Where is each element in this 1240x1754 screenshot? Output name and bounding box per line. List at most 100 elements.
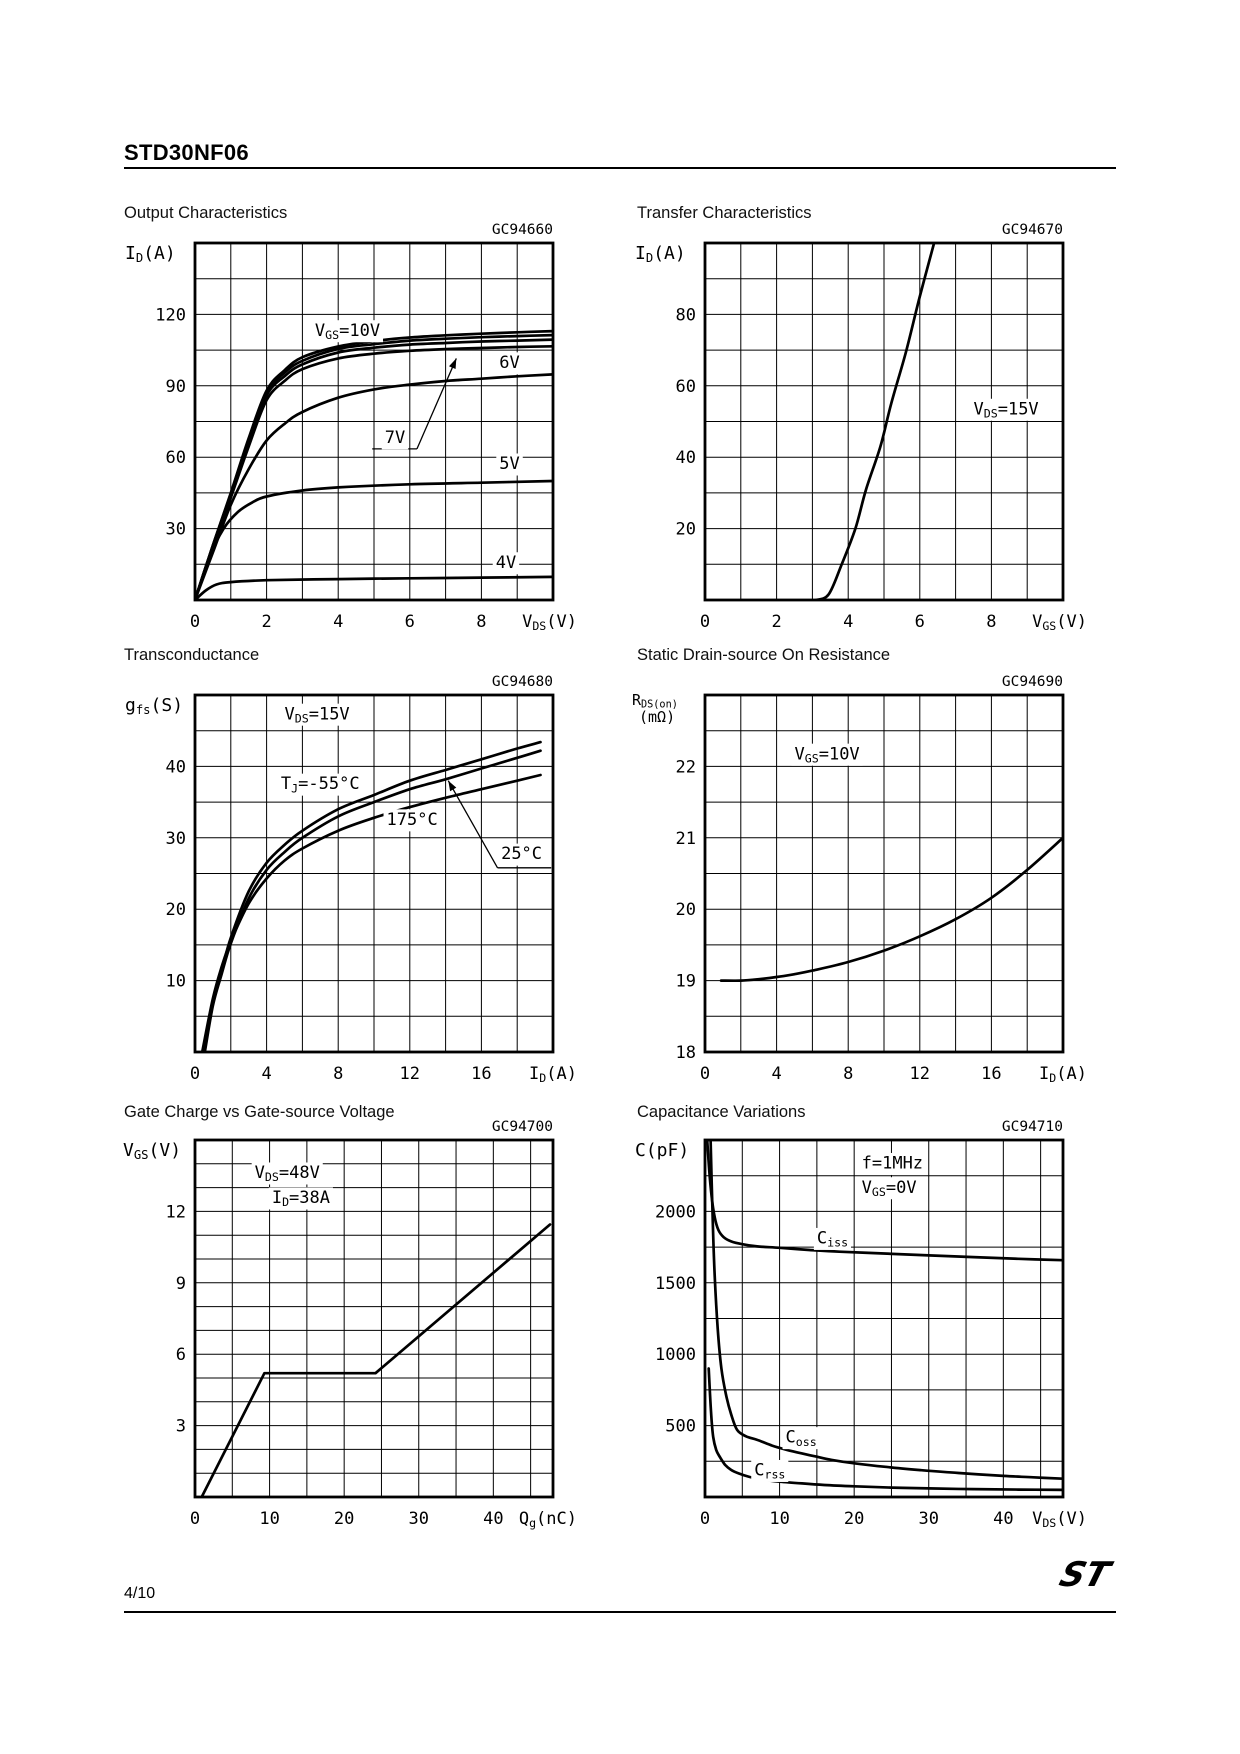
svg-text:12: 12 [910, 1064, 930, 1084]
svg-text:C(pF): C(pF) [635, 1140, 689, 1161]
svg-text:ID=38A: ID=38A [272, 1188, 330, 1209]
svg-text:1500: 1500 [655, 1274, 696, 1294]
svg-text:GC94690: GC94690 [1002, 674, 1063, 690]
svg-text:30: 30 [166, 829, 186, 849]
svg-text:GC94660: GC94660 [492, 222, 553, 238]
header-divider [124, 167, 1116, 169]
svg-text:VDS=15V: VDS=15V [285, 704, 350, 725]
svg-text:20: 20 [334, 1509, 354, 1529]
svg-text:f=1MHz: f=1MHz [862, 1154, 923, 1174]
svg-text:1000: 1000 [655, 1345, 696, 1365]
svg-text:VGS(V): VGS(V) [123, 1140, 181, 1162]
st-logo-icon: ST [1055, 1556, 1116, 1595]
svg-text:2: 2 [261, 612, 271, 632]
svg-text:ID(A): ID(A) [529, 1064, 577, 1085]
svg-text:Coss: Coss [786, 1428, 817, 1449]
chart-gate-charge: VDS=48V ID=38A 3 6 9 12 0 10 20 30 40 Qg(nC) GC94700… [117, 1100, 579, 1534]
page-number: 4/10 [124, 1585, 156, 1602]
svg-text:90: 90 [166, 377, 186, 397]
svg-text:GC94680: GC94680 [492, 674, 553, 690]
chart-title-transfer-characteristics: Transfer Characteristics [637, 204, 812, 222]
svg-text:40: 40 [166, 757, 186, 777]
svg-text:4: 4 [843, 612, 853, 632]
svg-text:5V: 5V [499, 454, 519, 474]
svg-text:60: 60 [676, 377, 696, 397]
svg-text:8: 8 [333, 1064, 343, 1084]
svg-text:18: 18 [676, 1043, 696, 1063]
svg-text:GC94700: GC94700 [492, 1119, 553, 1135]
svg-text:16: 16 [471, 1064, 491, 1084]
chart-title-capacitance: Capacitance Variations [637, 1103, 806, 1121]
chart-transconductance: VDS=15V TJ=-55°C 175°C 25°C 10 20 30 40 0 4 8 12 16 I… [117, 655, 579, 1089]
svg-text:80: 80 [676, 305, 696, 325]
svg-text:40: 40 [993, 1509, 1013, 1529]
svg-text:10: 10 [259, 1509, 279, 1529]
svg-text:12: 12 [166, 1202, 186, 1222]
svg-text:10: 10 [769, 1509, 789, 1529]
chart-title-on-resistance: Static Drain-source On Resistance [637, 646, 891, 664]
svg-text:VGS=10V: VGS=10V [795, 744, 860, 765]
svg-text:GC94710: GC94710 [1002, 1119, 1063, 1135]
svg-text:21: 21 [676, 829, 696, 849]
svg-text:4: 4 [771, 1064, 781, 1084]
svg-text:VGS(V): VGS(V) [1032, 612, 1087, 633]
svg-text:9: 9 [176, 1274, 186, 1294]
svg-text:TJ=-55°C: TJ=-55°C [281, 774, 360, 795]
svg-text:ID(A): ID(A) [635, 243, 686, 265]
svg-text:60: 60 [166, 448, 186, 468]
chart-on-resistance: VGS=10V 18 19 20 21 22 0 4 8 12 16 ID(A) GC94690 RDS(… [627, 655, 1089, 1089]
svg-text:6V: 6V [499, 353, 519, 373]
svg-text:RDS(on): RDS(on) [632, 691, 678, 711]
svg-text:20: 20 [844, 1509, 864, 1529]
footer-divider [124, 1611, 1116, 1613]
svg-text:VDS=15V: VDS=15V [974, 399, 1039, 420]
svg-text:175°C: 175°C [387, 810, 438, 830]
svg-text:120: 120 [155, 305, 186, 325]
chart-transfer-characteristics: VDS=15V 20 40 60 80 0 2 4 6 8 VGS(V) GC94670 ID(A) [627, 203, 1089, 637]
svg-text:VGS=0V: VGS=0V [862, 1178, 917, 1199]
svg-text:8: 8 [843, 1064, 853, 1084]
svg-text:22: 22 [676, 757, 696, 777]
svg-text:3: 3 [176, 1417, 186, 1437]
svg-text:30: 30 [166, 520, 186, 540]
svg-text:Ciss: Ciss [817, 1229, 848, 1250]
svg-text:0: 0 [190, 612, 200, 632]
chart-title-transconductance: Transconductance [124, 646, 260, 664]
svg-text:4: 4 [261, 1064, 271, 1084]
svg-text:VDS=48V: VDS=48V [255, 1163, 320, 1184]
svg-text:12: 12 [400, 1064, 420, 1084]
svg-text:40: 40 [483, 1509, 503, 1529]
svg-text:gfs(S): gfs(S) [125, 695, 183, 717]
svg-text:Crss: Crss [754, 1461, 785, 1482]
svg-text:Qg(nC): Qg(nC) [519, 1509, 577, 1530]
svg-text:VDS(V): VDS(V) [1032, 1509, 1087, 1530]
svg-text:4: 4 [333, 612, 343, 632]
svg-text:ID(A): ID(A) [125, 243, 176, 265]
chart-title-output-characteristics: Output Characteristics [124, 204, 288, 222]
svg-text:0: 0 [700, 1064, 710, 1084]
svg-text:7V: 7V [385, 428, 405, 448]
svg-text:6: 6 [176, 1345, 186, 1365]
svg-text:0: 0 [700, 612, 710, 632]
svg-text:(mΩ): (mΩ) [639, 708, 675, 726]
svg-text:0: 0 [190, 1509, 200, 1529]
chart-capacitance: f=1MHz VGS=0V Ciss Coss Crss 500 1000 1500 2000 0… [627, 1100, 1089, 1534]
st-logo-text: ST [1055, 1556, 1116, 1595]
svg-text:19: 19 [676, 972, 696, 992]
svg-text:2000: 2000 [655, 1202, 696, 1222]
svg-text:4V: 4V [496, 553, 516, 573]
svg-text:GC94670: GC94670 [1002, 222, 1063, 238]
svg-text:16: 16 [981, 1064, 1001, 1084]
svg-text:25°C: 25°C [501, 844, 542, 864]
chart-title-gate-charge: Gate Charge vs Gate-source Voltage [124, 1103, 395, 1121]
svg-text:20: 20 [676, 520, 696, 540]
svg-text:20: 20 [676, 900, 696, 920]
svg-text:0: 0 [190, 1064, 200, 1084]
svg-text:0: 0 [700, 1509, 710, 1529]
svg-text:6: 6 [915, 612, 925, 632]
svg-text:500: 500 [665, 1417, 696, 1437]
svg-text:2: 2 [771, 612, 781, 632]
svg-text:VDS(V): VDS(V) [522, 612, 577, 633]
svg-text:30: 30 [409, 1509, 429, 1529]
svg-text:8: 8 [986, 612, 996, 632]
